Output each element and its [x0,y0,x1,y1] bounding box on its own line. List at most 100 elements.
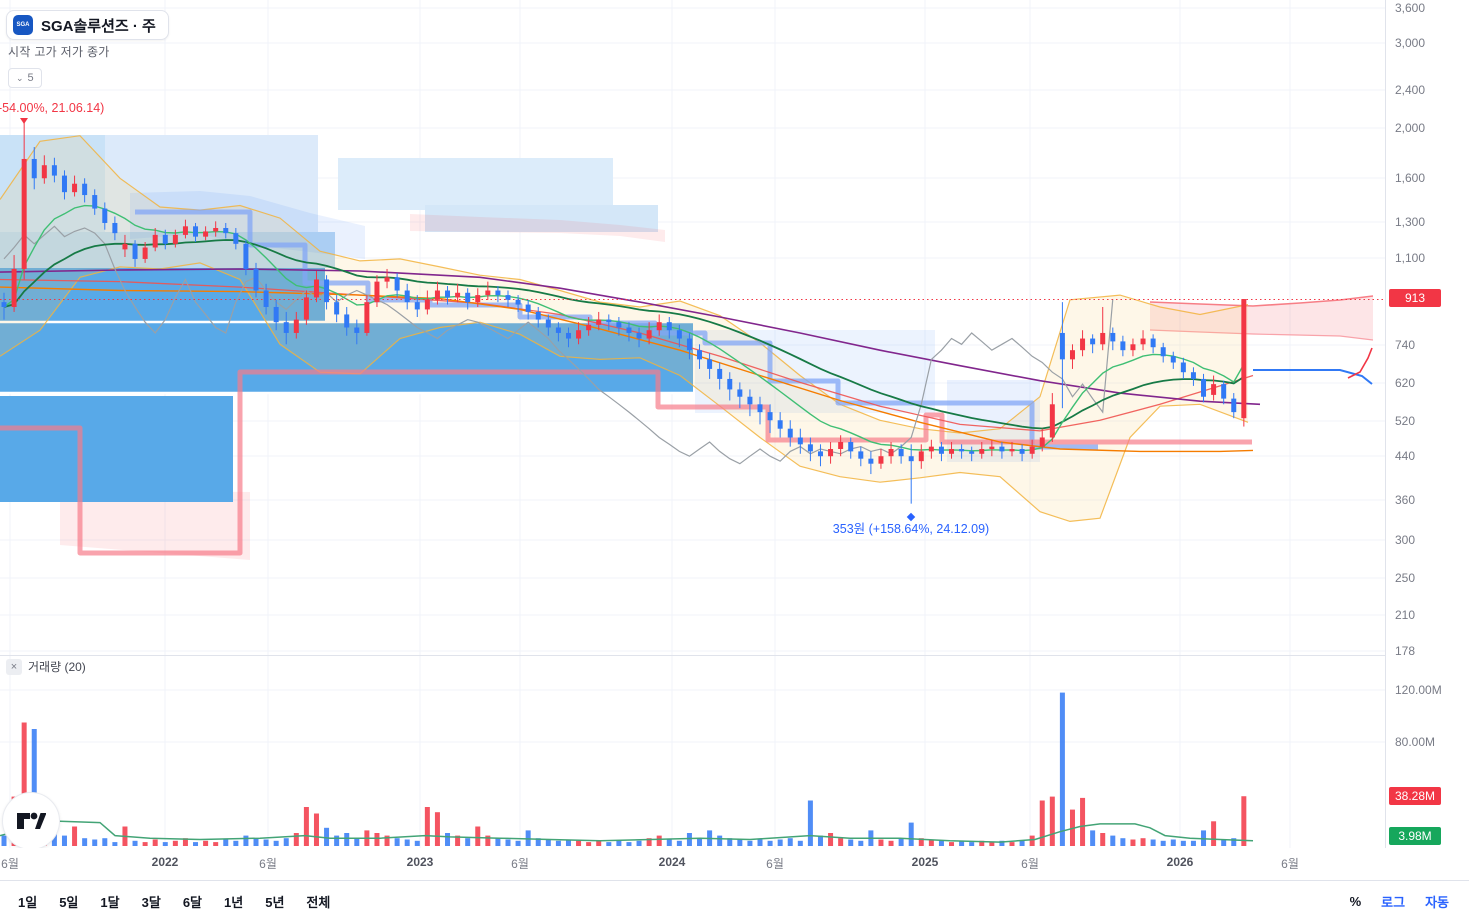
candle-body [1080,338,1086,351]
volume-bar [233,840,239,846]
axis-tick-label: 1,600 [1395,171,1426,185]
candle-body [1231,398,1237,413]
volume-bar [1160,840,1166,846]
volume-bar [787,838,793,846]
volume-bar [1231,838,1237,846]
chevron-down-icon: ⌄ [16,72,24,83]
volume-bar [586,842,592,846]
volume-ma-line [0,819,1254,843]
candle-body [1049,404,1055,438]
candle-body [283,322,289,333]
range-button-3달[interactable]: 3달 [132,887,171,916]
volume-bar [72,826,78,846]
volume-bar [303,807,309,846]
volume-bar [495,838,501,846]
time-tick-label: 6월 [511,857,529,871]
axis-tick-label: 210 [1395,608,1416,622]
fast-ema-line [3,204,1245,452]
volume-bar [132,840,138,846]
time-tick-label: 6월 [1021,857,1039,871]
axis-tick-label: 178 [1395,644,1416,658]
axis-tick-label: 740 [1395,338,1416,352]
pane-separator[interactable] [0,655,1469,656]
volume-bar [717,835,723,846]
axis-toggle-로그[interactable]: 로그 [1373,887,1413,916]
volume-bar [505,839,511,846]
volume-bar [263,839,269,846]
close-icon[interactable]: × [6,658,22,675]
axis-tick-label: 250 [1395,571,1416,585]
candle-body [656,322,662,331]
axis-toggle-자동[interactable]: 자동 [1417,887,1457,916]
candle-body [1009,448,1015,452]
candle-body [898,448,904,457]
range-button-6달[interactable]: 6달 [173,887,212,916]
candle-body [1140,338,1146,345]
senkou-b-line [1149,329,1374,341]
volume-bar [384,835,390,846]
candle-body [586,324,592,331]
range-button-1년[interactable]: 1년 [214,887,253,916]
candle-body [1180,362,1186,373]
volume-bar [465,838,471,846]
time-axis[interactable]: 6월 2022 6월 2023 6월 2024 6월 2025 6월 2026 6월 [0,848,1385,880]
candle-body [989,446,995,449]
drawn-rectangle [0,396,233,502]
candle-body [364,302,370,333]
candle-body [475,295,481,303]
candle-body [384,277,390,282]
candle-body [495,290,501,296]
volume-bar [1090,830,1096,846]
range-button-전체[interactable]: 전체 [296,887,340,916]
range-button-1달[interactable]: 1달 [90,887,129,916]
candle-body [636,332,642,339]
range-buttons: 1일 5일 1달 3달 6달 1년 5년 전체 [8,887,340,916]
symbol-pill[interactable]: SGA SGA솔루션즈 · 주 [6,10,169,40]
range-button-5년[interactable]: 5년 [255,887,294,916]
volume-bar [112,842,118,846]
volume-bar [757,839,763,846]
candle-body [928,446,934,452]
candle-body [1059,332,1065,360]
axis-tick-label: 3,000 [1395,36,1426,50]
volume-bar [535,838,541,846]
volume-indicator-label[interactable]: 거래량 (20) [28,660,86,674]
candle-body [868,458,874,464]
volume-bar [193,842,199,846]
ichimoku-cloud [60,490,250,560]
volume-bar [1110,835,1116,846]
range-button-1일[interactable]: 1일 [8,887,47,916]
axis-tick-label: 2,400 [1395,83,1426,97]
candle-body [1019,448,1025,454]
volume-bar [565,839,571,846]
candle-body [938,446,944,454]
volume-bar [999,840,1005,846]
volume-bar [1140,838,1146,846]
candle-body [1120,341,1126,351]
volume-bar [1080,797,1086,846]
ichimoku-cloud [695,330,935,413]
time-tick-label: 6월 [259,857,277,871]
candle-body [969,451,975,454]
volume-bar [515,840,521,846]
volume-bar [51,830,57,846]
indicator-count: 5 [27,72,34,84]
last-price-badge: 913 [1389,289,1441,307]
axis-tick-label: 520 [1395,414,1416,428]
candle-body [888,448,894,457]
axis-toggle-%[interactable]: % [1342,887,1370,916]
volume-bar [949,842,955,846]
range-button-5일[interactable]: 5일 [49,887,88,916]
indicator-collapse-button[interactable]: ⌄ 5 [8,68,42,88]
tradingview-logo[interactable] [2,792,60,850]
candle-body [41,165,47,179]
candle-body [1110,332,1116,342]
projected-red-line [1347,347,1373,379]
candle-body [797,437,803,445]
volume-bar [1039,800,1045,846]
volume-bar [283,838,289,846]
price-volume-chart[interactable] [0,0,1385,848]
candle-body [616,322,622,328]
price-axis[interactable]: 913 38.28M 3.98M 3,600 3,000 2,400 2,000 1,6… [1385,0,1469,848]
candle-body [878,456,884,464]
